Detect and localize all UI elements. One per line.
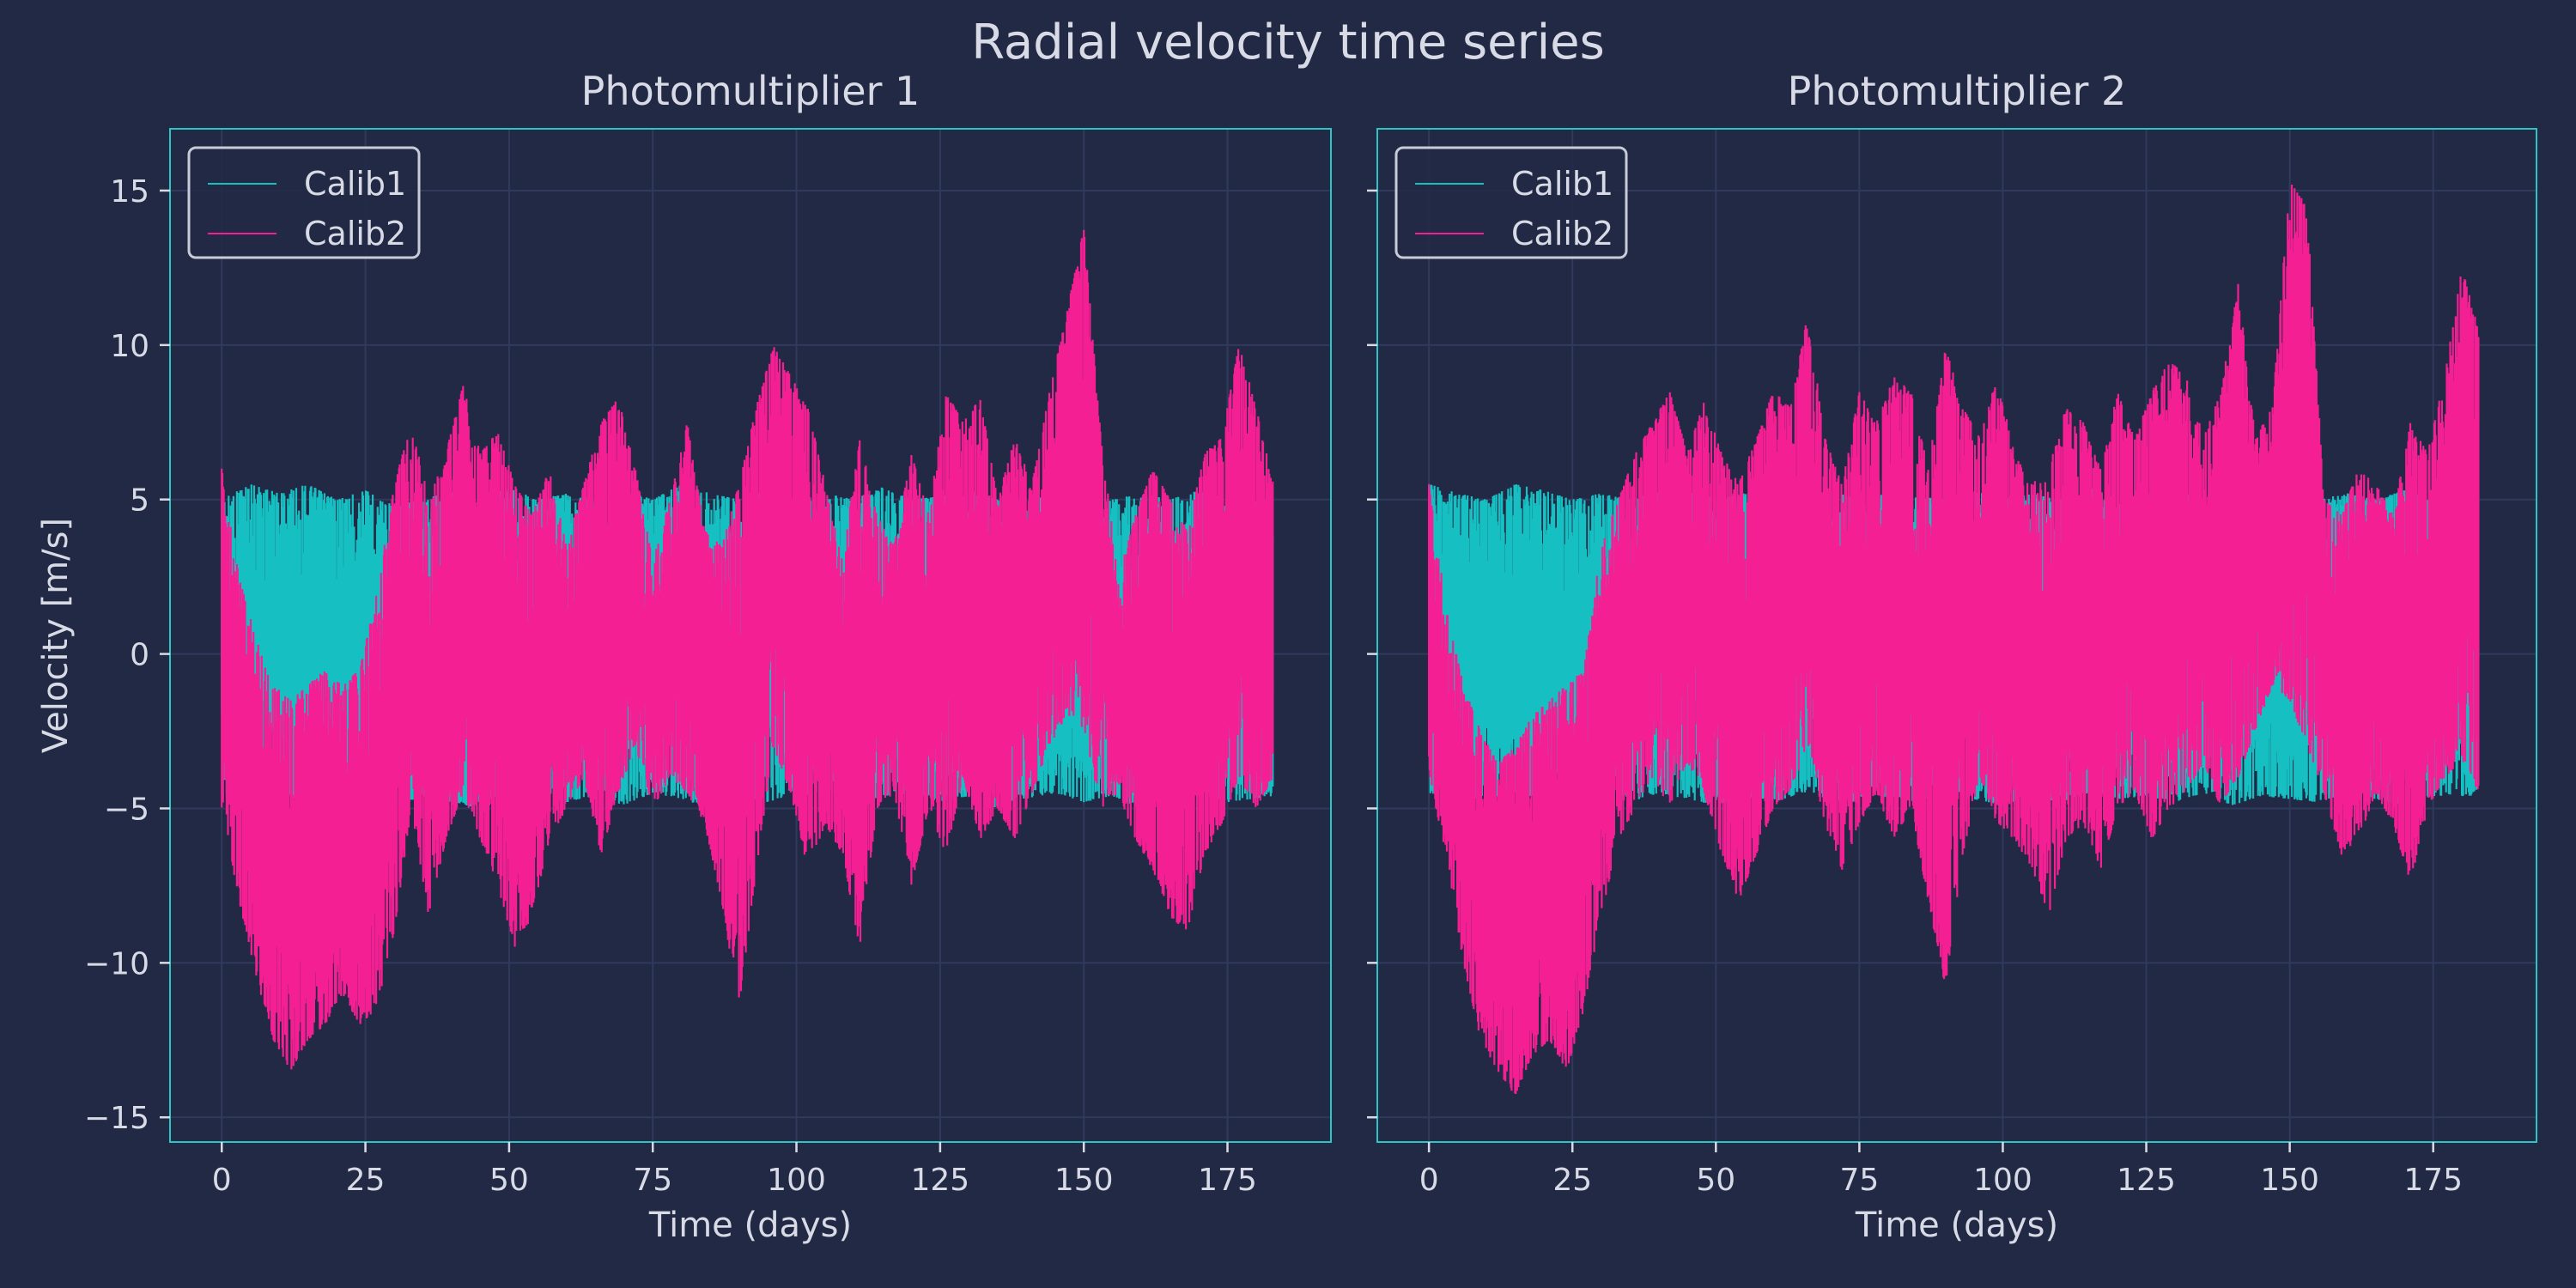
axes-frame	[1376, 128, 2537, 1143]
x-tick-label: 0	[1419, 1163, 1439, 1198]
x-tick-label: 75	[633, 1163, 672, 1198]
y-tick-label: −10	[84, 946, 149, 981]
x-tick-label: 100	[1973, 1163, 2032, 1198]
x-tick-label: 0	[212, 1163, 232, 1198]
axes-frame	[169, 128, 1332, 1143]
x-axis: 0 25 50 75 100 125 150 175	[212, 1142, 1257, 1198]
x-tick-label: 150	[2260, 1163, 2319, 1198]
x-tick-label: 175	[1198, 1163, 1257, 1198]
y-tick-label: −15	[84, 1101, 149, 1136]
legend-label: Calib2	[304, 215, 406, 252]
x-tick-label: 175	[2403, 1163, 2463, 1198]
x-tick-label: 150	[1054, 1163, 1114, 1198]
x-tick-label: 25	[1552, 1163, 1592, 1198]
legend-label: Calib1	[304, 165, 406, 203]
legend-label: Calib1	[1511, 165, 1613, 203]
panel-photomultiplier-1: Photomultiplier 1 Time (days) Velocity […	[36, 68, 1332, 1245]
x-tick-label: 100	[767, 1163, 826, 1198]
legend-box	[1394, 146, 1628, 259]
y-tick-label: 0	[130, 638, 149, 673]
x-axis: 0 25 50 75 100 125 150 175	[1419, 1142, 2463, 1198]
panel-photomultiplier-2: Photomultiplier 2 Time (days) 0 25 50 75 100…	[1367, 68, 2537, 1245]
plot-area	[1428, 185, 2480, 1094]
series-calib2	[221, 229, 1274, 1070]
figure-title: Radial velocity time series	[971, 15, 1605, 70]
x-tick-label: 50	[1696, 1163, 1735, 1198]
x-tick-label: 75	[1839, 1163, 1879, 1198]
y-axis-label: Velocity [m/s]	[36, 518, 76, 753]
y-tick-label: −5	[104, 792, 149, 827]
panel-title: Photomultiplier 1	[581, 68, 920, 114]
legend-box	[187, 146, 421, 259]
panel-title: Photomultiplier 2	[1788, 68, 2127, 114]
y-tick-label: 10	[110, 329, 149, 364]
legend: Calib1 Calib2	[1394, 146, 1628, 259]
x-tick-label: 125	[911, 1163, 970, 1198]
y-axis: −15 −10 −5 0 5 10 15	[84, 174, 170, 1136]
x-tick-label: 25	[346, 1163, 386, 1198]
legend-label: Calib2	[1511, 215, 1613, 252]
y-tick-label: 15	[110, 174, 149, 210]
plot-area	[221, 229, 1274, 1070]
x-axis-label: Time (days)	[648, 1206, 852, 1245]
series-line	[221, 229, 1274, 1070]
x-tick-label: 125	[2117, 1163, 2176, 1198]
x-axis-label: Time (days)	[1855, 1206, 2058, 1245]
y-axis	[1367, 189, 1377, 1119]
series-line	[1428, 185, 2480, 1094]
x-tick-label: 50	[489, 1163, 529, 1198]
y-tick-label: 5	[130, 483, 149, 519]
legend: Calib1 Calib2	[187, 146, 421, 259]
series-calib2	[1428, 185, 2480, 1094]
